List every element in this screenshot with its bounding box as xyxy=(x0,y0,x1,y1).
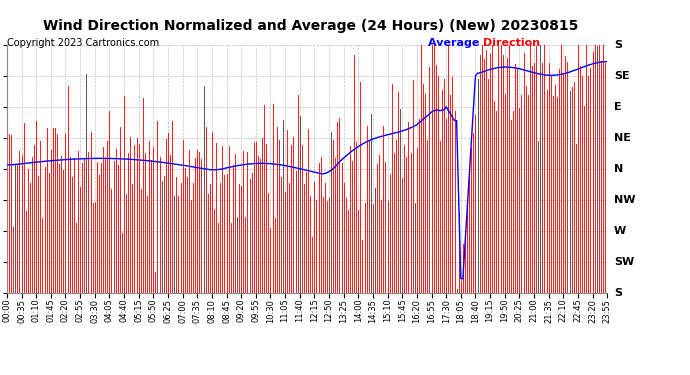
Text: Direction: Direction xyxy=(483,38,540,48)
Text: E: E xyxy=(614,102,622,112)
Text: SW: SW xyxy=(614,256,634,267)
Text: S: S xyxy=(614,40,622,50)
Text: N: N xyxy=(614,164,623,174)
Text: S: S xyxy=(614,288,622,297)
Text: NW: NW xyxy=(614,195,635,205)
Text: Average: Average xyxy=(428,38,483,48)
Text: W: W xyxy=(614,226,627,236)
Text: SE: SE xyxy=(614,71,630,81)
Text: Copyright 2023 Cartronics.com: Copyright 2023 Cartronics.com xyxy=(7,38,159,48)
Text: NE: NE xyxy=(614,133,631,143)
Text: Wind Direction Normalized and Average (24 Hours) (New) 20230815: Wind Direction Normalized and Average (2… xyxy=(43,19,578,33)
